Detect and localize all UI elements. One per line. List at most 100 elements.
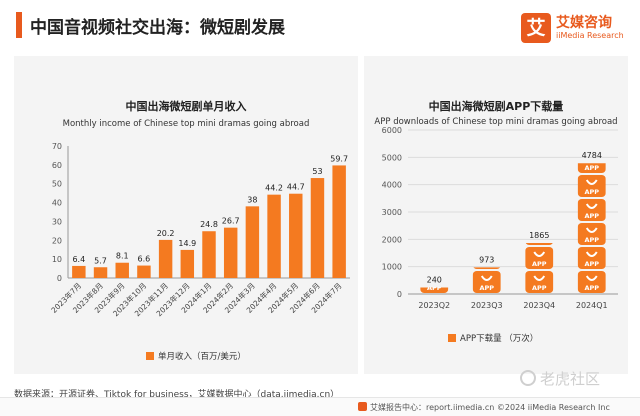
y-tick-label: 0: [57, 274, 62, 283]
app-tile: [420, 287, 449, 293]
income-data-label: 8.1: [116, 252, 129, 261]
x-tick-label: 2024Q1: [576, 301, 608, 310]
watermark-icon: [520, 370, 536, 386]
app-tile: [525, 243, 553, 245]
app-tile-label: APP: [584, 140, 599, 148]
app-tile: [472, 271, 501, 293]
logo-name-cn: 艾媒咨询: [556, 15, 612, 31]
income-bar: [223, 227, 238, 278]
y-tick-label: 3000: [382, 208, 402, 217]
brand-logo: 艾 艾媒咨询 iiMedia Research: [521, 12, 633, 46]
x-tick-label: 2023Q2: [418, 301, 450, 310]
app-tile: [420, 247, 448, 269]
app-tile-label: APP: [584, 164, 599, 172]
title-accent-bar: [16, 12, 22, 38]
income-bar: [245, 206, 260, 278]
app-smile-icon: [534, 204, 544, 208]
y-tick-label: 10: [52, 255, 62, 264]
income-data-label: 20.2: [157, 229, 175, 238]
app-tile: [525, 247, 554, 269]
chart-subtitle: Monthly income of Chinese top mini drama…: [63, 119, 310, 129]
y-tick-label: 20: [52, 236, 62, 245]
y-tick-label: 50: [52, 180, 62, 189]
income-bar: [202, 231, 216, 278]
x-tick-label: 2023Q4: [523, 301, 555, 310]
app-tile: [525, 271, 554, 293]
app-tile: [577, 175, 606, 197]
income-bar: [267, 194, 281, 278]
app-tile-label: APP: [584, 236, 599, 244]
app-tile-label: APP: [479, 260, 494, 268]
chart-title: 中国出海微短剧APP下载量: [429, 99, 564, 113]
app-smile-icon: [533, 275, 546, 281]
page-title: 中国音视频社交出海：微短剧发展: [30, 18, 285, 38]
income-data-label: 6.6: [138, 255, 151, 264]
report-center-link[interactable]: 艾媒报告中心：report.iimedia.cn ©2024 iiMedia R…: [370, 403, 610, 412]
income-data-label: 44.2: [265, 184, 283, 193]
downloads-data-label: 973: [479, 255, 494, 264]
monthly-income-panel: 中国出海微短剧单月收入 Monthly income of Chinese top…: [14, 56, 358, 374]
app-tile: [577, 247, 606, 269]
app-smile-icon: [585, 227, 598, 233]
app-tile-label: APP: [532, 260, 547, 268]
legend-label: 单月收入（百万/美元）: [158, 351, 246, 362]
downloads-bar: APP APP APP: [472, 223, 501, 293]
app-smile-icon: [585, 251, 598, 257]
x-tick-label: 2023Q3: [471, 301, 503, 310]
app-tile: [577, 271, 606, 293]
app-tile-label: APP: [532, 236, 547, 244]
report-center-icon: [358, 402, 367, 411]
app-tile: [577, 163, 606, 173]
app-tile-label: APP: [584, 260, 599, 268]
app-tile: [473, 267, 500, 269]
income-data-label: 14.9: [178, 239, 196, 248]
income-bar: [332, 165, 346, 278]
app-smile-icon: [587, 132, 597, 136]
app-tile-label: APP: [584, 284, 599, 292]
app-tile: [525, 199, 553, 221]
app-tile-label: APP: [479, 236, 494, 244]
income-data-label: 59.7: [330, 154, 348, 163]
downloads-data-label: 1865: [529, 231, 549, 240]
y-tick-label: 40: [52, 199, 62, 208]
app-smile-icon: [585, 275, 598, 281]
income-data-label: 5.7: [94, 256, 107, 265]
income-bar: [158, 239, 173, 278]
income-data-label: 6.4: [72, 255, 85, 264]
chart-subtitle: APP downloads of Chinese top mini dramas…: [374, 117, 617, 127]
y-tick-label: 1000: [382, 263, 402, 272]
income-bar: [137, 265, 151, 278]
y-tick-label: 6000: [382, 126, 402, 135]
app-smile-icon: [480, 275, 493, 281]
legend-swatch: [448, 334, 456, 342]
app-tile: [473, 223, 501, 245]
y-tick-label: 60: [52, 161, 62, 170]
downloads-data-label: 4784: [582, 151, 602, 160]
monthly-income-chart: 中国出海微短剧单月收入 Monthly income of Chinese top…: [49, 99, 350, 362]
app-smile-icon: [585, 203, 598, 209]
data-source-note: 数据来源：开源证券、Tiktok for business，艾媒数据中心（dat…: [14, 390, 340, 400]
y-tick-label: 30: [52, 217, 62, 226]
income-bar: [289, 193, 303, 278]
logo-name-en: iiMedia Research: [556, 31, 624, 40]
app-tile-label: APP: [532, 212, 547, 220]
app-downloads-chart: 中国出海微短剧APP下载量 APP downloads of Chinese to…: [374, 99, 618, 344]
app-smile-icon: [585, 179, 598, 185]
app-downloads-panel: 中国出海微短剧APP下载量 APP downloads of Chinese to…: [364, 56, 628, 374]
income-bar: [93, 267, 108, 278]
downloads-bar: APP APP APP APP: [525, 199, 554, 293]
income-data-label: 24.8: [200, 220, 218, 229]
legend-label: APP下载量 （万次）: [460, 333, 538, 344]
income-data-label: 38: [247, 195, 257, 204]
downloads-data-label: 240: [427, 275, 442, 284]
chart-title: 中国出海微短剧单月收入: [126, 99, 247, 113]
income-bar: [115, 262, 129, 278]
app-tile-label: APP: [584, 212, 599, 220]
y-tick-label: 70: [52, 142, 62, 151]
app-smile-icon: [482, 228, 492, 232]
income-data-label: 26.7: [222, 217, 240, 226]
app-smile-icon: [533, 251, 546, 257]
income-bar: [310, 178, 325, 278]
y-tick-label: 4000: [382, 181, 402, 190]
legend-swatch: [146, 352, 154, 360]
